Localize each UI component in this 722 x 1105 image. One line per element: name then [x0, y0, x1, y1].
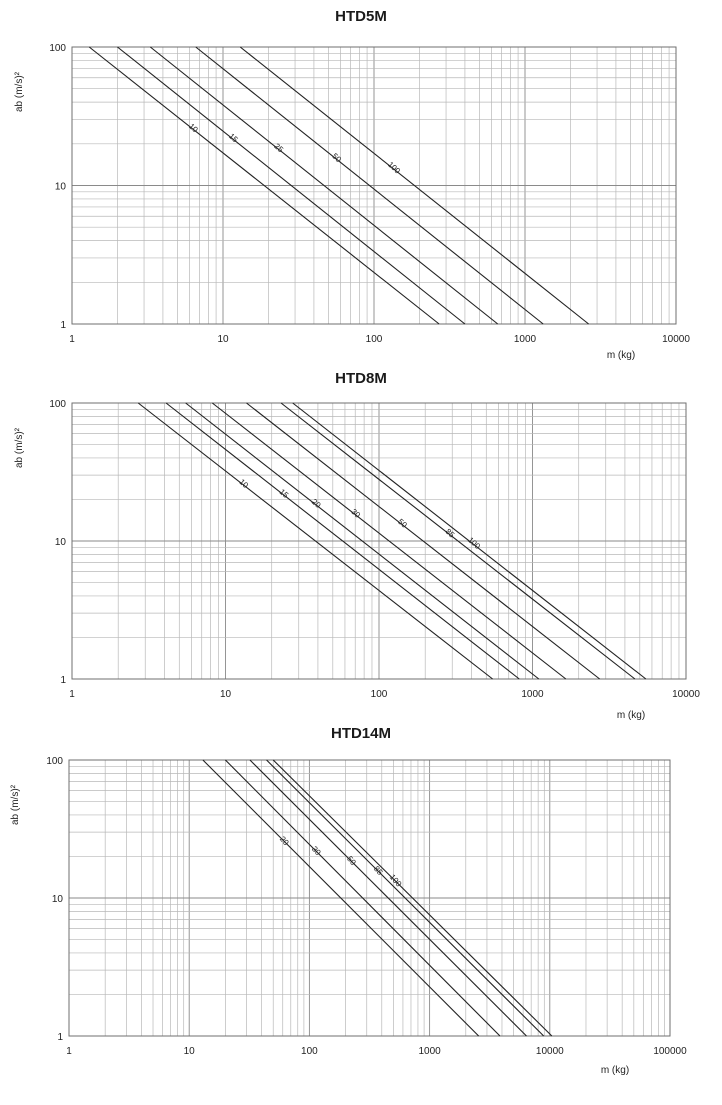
- x-tick-label: 1000: [514, 334, 537, 345]
- y-tick-label: 10: [55, 537, 67, 548]
- series-line: [249, 759, 527, 1037]
- chart-htd8m: HTD8M 1 10 100 1000 10000 1 10 100 m (kg) ab (m/s…: [0, 370, 722, 725]
- grid: [68, 760, 670, 1037]
- y-tick-label: 10: [55, 182, 67, 193]
- chart-title: HTD14M: [330, 725, 391, 742]
- y-axis-label: ab (m/s)²: [14, 427, 25, 468]
- x-tick-label: 1000: [521, 689, 544, 700]
- grid: [71, 47, 676, 325]
- chart-plot: 1 10 100 1000 10000 100000 1 10 100 m (kg) ab (m/s…: [10, 756, 687, 1076]
- grid: [71, 403, 686, 680]
- series-line: [292, 402, 647, 680]
- x-axis-label: m (kg): [617, 710, 645, 721]
- x-axis-label: m (kg): [607, 350, 635, 361]
- x-tick-label: 100: [371, 689, 388, 700]
- y-tick-label: 10: [52, 894, 64, 905]
- plot-frame: [71, 402, 687, 680]
- series-line: [246, 402, 601, 680]
- x-tick-label: 10000: [536, 1046, 564, 1057]
- chart-htd5m: HTD5M 1 10 100 1000 10000 1 10 100 m (kg) ab (m/s…: [0, 0, 722, 370]
- x-tick-label: 100: [366, 334, 383, 345]
- plot-frame: [68, 759, 671, 1037]
- y-axis-label: ab (m/s)²: [14, 71, 25, 112]
- x-tick-label: 100000: [653, 1046, 687, 1057]
- y-axis-label: ab (m/s)²: [10, 784, 21, 825]
- y-tick-label: 100: [49, 399, 66, 410]
- x-tick-label: 1000: [418, 1046, 441, 1057]
- series-line: [195, 46, 544, 325]
- x-axis-label: m (kg): [601, 1065, 629, 1076]
- series-line: [185, 402, 540, 680]
- x-tick-label: 10000: [672, 689, 700, 700]
- y-tick-label: 100: [49, 43, 66, 54]
- y-tick-label: 1: [57, 1032, 63, 1043]
- chart-title: HTD5M: [335, 8, 387, 25]
- x-tick-label: 1: [69, 689, 75, 700]
- series-line: [272, 759, 553, 1037]
- x-tick-label: 10: [184, 1046, 196, 1057]
- series-line: [88, 46, 440, 325]
- series-line: [165, 402, 520, 680]
- series-line: [224, 759, 501, 1037]
- series-line: [149, 46, 499, 325]
- x-tick-label: 1: [66, 1046, 72, 1057]
- series-line: [137, 402, 493, 680]
- series-line: [117, 46, 466, 325]
- series-line: [202, 759, 480, 1037]
- chart-title: HTD8M: [335, 370, 387, 387]
- y-tick-label: 100: [46, 756, 63, 767]
- series-line: [239, 46, 590, 325]
- x-tick-label: 100: [301, 1046, 318, 1057]
- x-tick-label: 10: [220, 689, 232, 700]
- chart-htd14m: HTD14M 1 10 100 1000 10000 100000 1 10 100 m (kg)…: [0, 725, 722, 1105]
- x-tick-label: 1: [69, 334, 75, 345]
- x-tick-label: 10000: [662, 334, 690, 345]
- x-tick-label: 10: [217, 334, 229, 345]
- series-line: [280, 402, 636, 680]
- plot-frame: [71, 46, 677, 325]
- y-tick-label: 1: [60, 675, 66, 686]
- series-line: [266, 759, 545, 1037]
- y-tick-label: 1: [60, 320, 66, 331]
- series-line: [211, 402, 567, 680]
